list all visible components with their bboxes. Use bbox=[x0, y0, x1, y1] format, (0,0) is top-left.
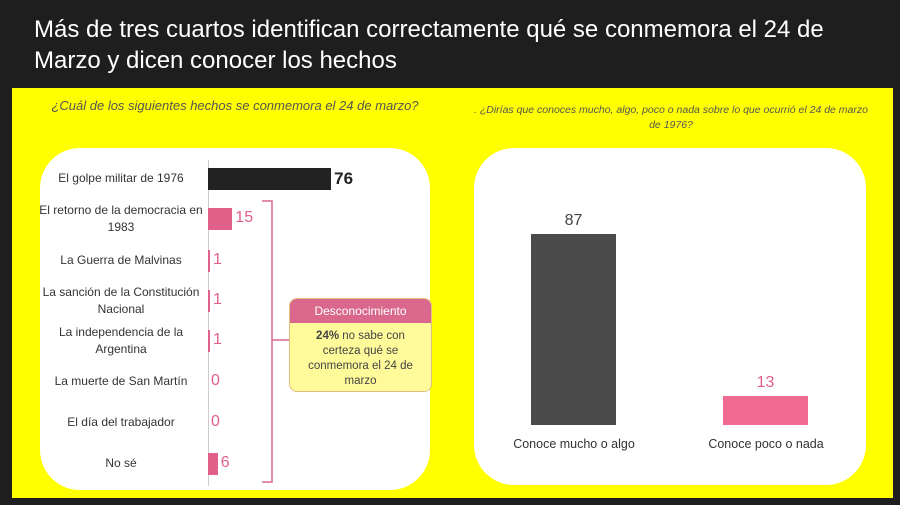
bar bbox=[208, 250, 210, 272]
bar bbox=[208, 453, 218, 475]
annotation-box: Desconocimiento 24% no sabe con certeza … bbox=[289, 298, 432, 392]
right-question: . ¿Dirías que conoces mucho, algo, poco … bbox=[474, 104, 868, 131]
value-label: 13 bbox=[756, 374, 775, 392]
value-label: 6 bbox=[220, 454, 230, 471]
category-label: Conoce poco o nada bbox=[708, 437, 824, 451]
left-question: ¿Cuál de los siguientes hechos se conmem… bbox=[51, 98, 419, 113]
category-label: La independencia de la Argentina bbox=[58, 325, 184, 356]
category-label: Conoce mucho o algo bbox=[513, 437, 635, 451]
value-label: 87 bbox=[564, 211, 583, 229]
category-label: La Guerra de Malvinas bbox=[60, 253, 182, 267]
category-label: La sanción de la Constitución Nacional bbox=[42, 285, 200, 316]
bar bbox=[723, 396, 808, 425]
value-label: 15 bbox=[235, 209, 254, 226]
category-label: No sé bbox=[105, 456, 137, 470]
category-label: El día del trabajador bbox=[67, 415, 175, 429]
bar bbox=[531, 233, 616, 425]
bar bbox=[208, 330, 210, 352]
category-label: La muerte de San Martín bbox=[54, 374, 188, 388]
bar bbox=[208, 208, 233, 230]
annotation-strong: 24% bbox=[316, 330, 340, 342]
value-label: 1 bbox=[213, 331, 222, 348]
value-label: 76 bbox=[334, 169, 354, 188]
page-title: Más de tres cuartos identifican correcta… bbox=[34, 16, 824, 74]
value-label: 0 bbox=[211, 413, 220, 430]
category-label: El retorno de la democracia en 1983 bbox=[39, 203, 203, 234]
axis-line bbox=[208, 160, 209, 486]
annotation-header: Desconocimiento bbox=[290, 299, 431, 323]
value-label: 1 bbox=[213, 251, 222, 268]
annotation-text: no sabe con certeza qué se conmemora el … bbox=[308, 330, 413, 387]
value-label: 0 bbox=[211, 372, 220, 389]
bar bbox=[208, 290, 210, 312]
value-label: 1 bbox=[213, 291, 222, 308]
category-label: El golpe militar de 1976 bbox=[58, 171, 184, 185]
bar bbox=[208, 168, 332, 190]
